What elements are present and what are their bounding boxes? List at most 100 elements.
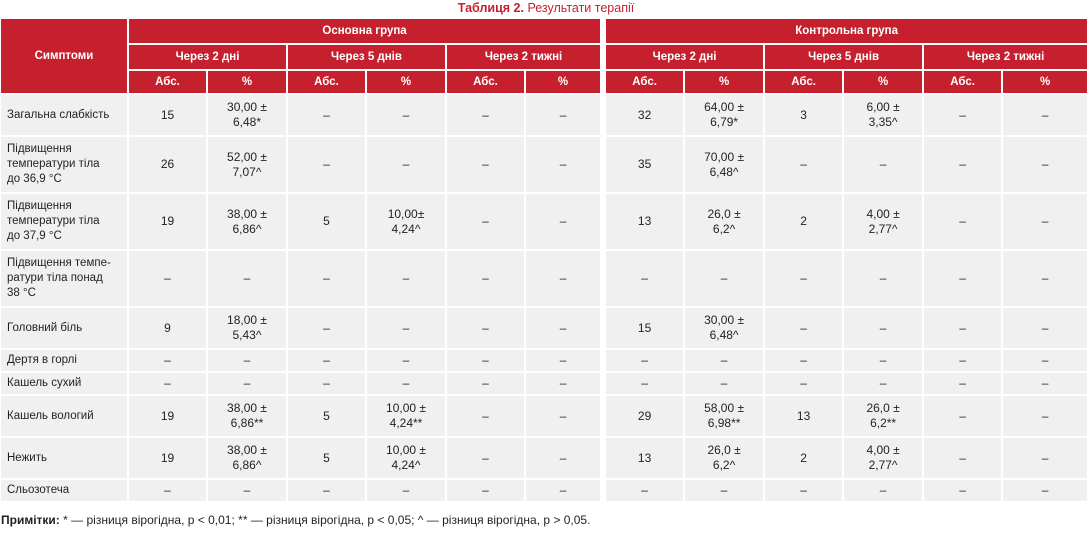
value-cell: – — [844, 251, 925, 308]
symptom-cell: Підвищення температури тіла до 36,9 °С — [1, 137, 129, 194]
value-cell: – — [685, 480, 766, 503]
table-row: Загальна слабкість 15 30,00 ±6,48* – – – –32 64… — [1, 95, 1090, 137]
value-cell: – — [447, 438, 526, 480]
value-cell: – — [526, 480, 603, 503]
value-cell: – — [367, 137, 447, 194]
symptom-cell: Дертя в горлі — [1, 350, 129, 373]
value-cell: 38,00 ±6,86^ — [208, 438, 288, 480]
value-cell: – — [844, 308, 925, 350]
abs-header: Абс. — [447, 71, 526, 95]
value-cell: 13 — [765, 396, 845, 438]
value-cell: 38,00 ±6,86** — [208, 396, 288, 438]
value-cell: – — [765, 350, 845, 373]
value-cell: 5 — [288, 396, 367, 438]
value-cell: – — [447, 350, 526, 373]
header-row-units: Абс. % Абс. % Абс. % Абс. % Абс. % Абс. … — [1, 71, 1090, 95]
value-cell: – — [685, 251, 766, 308]
value-cell: – — [1003, 438, 1090, 480]
value-cell: – — [129, 350, 208, 373]
value-cell: 58,00 ±6,98** — [685, 396, 766, 438]
table-row: Кашель вологий 19 38,00 ±6,86** 5 10,00 ±4,2… — [1, 396, 1090, 438]
period-header: Через 5 днів — [765, 45, 925, 71]
table-row: Підвищення температури тіла до 37,9 °С 19 38… — [1, 194, 1090, 251]
results-table: Симптоми Основна група Контрольна група … — [1, 19, 1090, 503]
table-row: Сльозотеча – – – – – – – – – – – – — [1, 480, 1090, 503]
abs-header: Абс. — [288, 71, 367, 95]
value-cell: 35 — [606, 137, 686, 194]
value-cell: 38,00 ±6,86^ — [208, 194, 288, 251]
value-cell: – — [208, 251, 288, 308]
table-body: Загальна слабкість 15 30,00 ±6,48* – – – –32 64… — [1, 95, 1090, 503]
value-cell: 10,00 ±4,24** — [367, 396, 447, 438]
value-cell: – — [1003, 350, 1090, 373]
table-caption: Таблиця 2. Результати терапії — [0, 0, 1092, 18]
table-caption-text: Результати терапії — [527, 1, 635, 15]
group-divider — [602, 137, 607, 194]
table-row: Кашель сухий – – – – – – – – – – – – — [1, 373, 1090, 396]
value-cell: – — [208, 373, 288, 396]
value-cell: – — [129, 480, 208, 503]
value-cell: 19 — [129, 438, 208, 480]
value-cell: – — [288, 137, 367, 194]
value-cell: – — [367, 308, 447, 350]
value-cell: – — [447, 137, 526, 194]
value-cell: 6,00 ±3,35^ — [844, 95, 925, 137]
value-cell: 13 — [606, 438, 686, 480]
value-cell: – — [924, 350, 1004, 373]
value-cell: – — [526, 251, 603, 308]
pct-header: % — [685, 71, 766, 95]
value-cell: 10,00± 4,24^ — [367, 194, 447, 251]
value-cell: 15 — [606, 308, 686, 350]
symptom-cell: Кашель сухий — [1, 373, 129, 396]
value-cell: – — [447, 396, 526, 438]
value-cell: – — [924, 438, 1004, 480]
value-cell: 30,00 ±6,48^ — [685, 308, 766, 350]
notes-text: * — різниця вірогідна, р < 0,01; ** — рі… — [63, 513, 591, 527]
value-cell: – — [288, 308, 367, 350]
value-cell: – — [924, 251, 1004, 308]
value-cell: – — [367, 480, 447, 503]
period-header: Через 2 дні — [129, 45, 288, 71]
value-cell: 26,0 ±6,2^ — [685, 194, 766, 251]
table-row: Дертя в горлі – – – – – – – – – – – – — [1, 350, 1090, 373]
abs-header: Абс. — [606, 71, 686, 95]
value-cell: – — [606, 251, 686, 308]
symptom-cell: Загальна слабкість — [1, 95, 129, 137]
value-cell: – — [208, 350, 288, 373]
value-cell: 5 — [288, 438, 367, 480]
value-cell: – — [526, 438, 603, 480]
period-header: Через 2 тижні — [924, 45, 1090, 71]
symptom-cell: Нежить — [1, 438, 129, 480]
group-divider — [602, 308, 607, 350]
value-cell: – — [526, 396, 603, 438]
value-cell: – — [288, 480, 367, 503]
value-cell: – — [924, 373, 1004, 396]
value-cell: – — [1003, 95, 1090, 137]
value-cell: 5 — [288, 194, 367, 251]
value-cell: – — [844, 480, 925, 503]
value-cell: 18,00 ±5,43^ — [208, 308, 288, 350]
abs-header: Абс. — [924, 71, 1004, 95]
value-cell: – — [765, 251, 845, 308]
notes-label: Примітки: — [1, 513, 60, 527]
value-cell: 9 — [129, 308, 208, 350]
value-cell: – — [526, 194, 603, 251]
value-cell: – — [367, 350, 447, 373]
value-cell: – — [447, 95, 526, 137]
value-cell: – — [208, 480, 288, 503]
pct-header: % — [844, 71, 925, 95]
value-cell: – — [288, 373, 367, 396]
value-cell: 4,00 ±2,77^ — [844, 194, 925, 251]
value-cell: – — [1003, 137, 1090, 194]
value-cell: – — [447, 251, 526, 308]
value-cell: – — [924, 308, 1004, 350]
value-cell: – — [129, 251, 208, 308]
value-cell: – — [288, 350, 367, 373]
main-group-header: Основна група — [129, 19, 603, 45]
table-row: Головний біль 9 18,00 ±5,43^ – – – –15 30,00 ±6… — [1, 308, 1090, 350]
value-cell: – — [924, 396, 1004, 438]
value-cell: – — [367, 95, 447, 137]
group-divider — [602, 251, 607, 308]
period-header: Через 2 тижні — [447, 45, 603, 71]
value-cell: – — [288, 251, 367, 308]
